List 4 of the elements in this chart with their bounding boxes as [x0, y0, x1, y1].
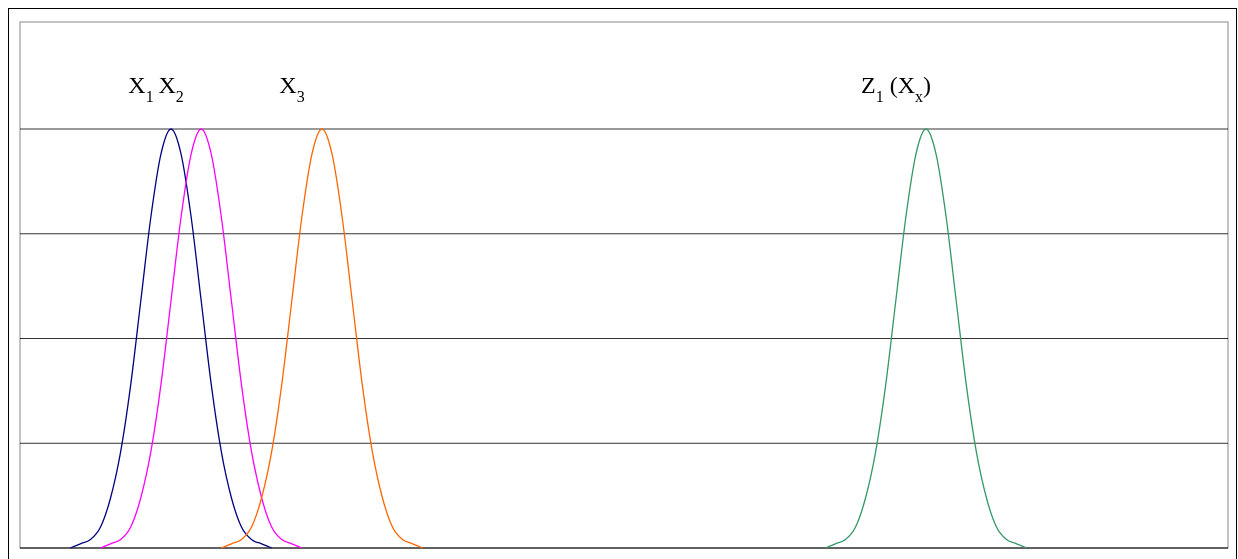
series-label: X$_{3}$	[279, 72, 305, 105]
series-label: X$_{1}$	[128, 72, 154, 105]
series-label: Z$_{1}$ (X$_{x}$)	[861, 72, 931, 105]
series-label: X$_{2}$	[158, 72, 184, 105]
